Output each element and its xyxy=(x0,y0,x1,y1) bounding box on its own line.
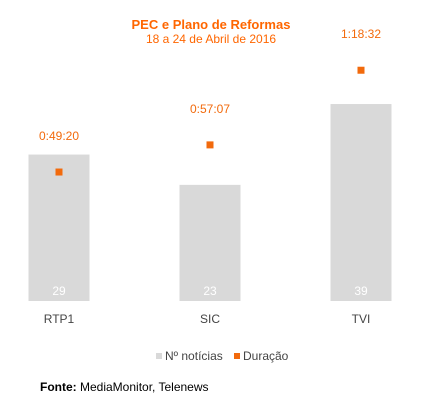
duration-label: 0:49:20 xyxy=(39,129,79,143)
source-text: MediaMonitor, Telenews xyxy=(80,380,209,394)
legend-marker-noticias xyxy=(156,353,162,359)
duration-point-tvi xyxy=(357,66,365,74)
chart-subtitle: 18 a 24 de Abril de 2016 xyxy=(145,32,277,46)
legend-label-noticias: Nº notícias xyxy=(165,349,223,363)
bar-tvi xyxy=(330,104,392,301)
bar-value-label: 23 xyxy=(203,284,217,298)
bar-rtp1 xyxy=(28,154,90,301)
duration-label: 1:18:32 xyxy=(341,27,381,41)
bar-value-label: 29 xyxy=(52,284,66,298)
category-tick-label: SIC xyxy=(200,312,220,326)
bar-value-label: 39 xyxy=(354,284,368,298)
duration-point-rtp1 xyxy=(55,168,63,176)
source-label: Fonte: xyxy=(40,380,77,394)
legend-label-duracao: Duração xyxy=(243,349,289,363)
duration-label: 0:57:07 xyxy=(190,102,230,116)
legend-marker-duracao xyxy=(234,353,240,359)
bar-sic xyxy=(179,184,241,301)
duration-point-sic xyxy=(206,141,214,149)
category-tick-label: TVI xyxy=(352,312,371,326)
source-note: Fonte: MediaMonitor, Telenews xyxy=(40,380,209,394)
chart-title: PEC e Plano de Reformas xyxy=(131,17,291,32)
category-tick-label: RTP1 xyxy=(44,312,75,326)
